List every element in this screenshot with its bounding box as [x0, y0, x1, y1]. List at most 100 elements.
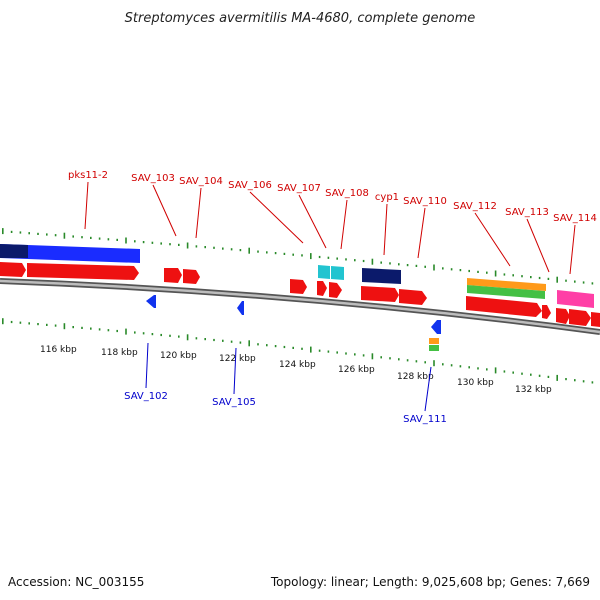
genome-summary-text: Topology: linear; Length: 9,025,608 bp; … — [270, 575, 590, 589]
lower-scale-dot — [538, 374, 541, 377]
scale-tick-label: 132 kbp — [515, 385, 552, 395]
upper-scale-dot — [433, 264, 435, 271]
gene-label-top[interactable]: SAV_103 — [131, 173, 175, 184]
gene-label-top[interactable]: SAV_114 — [553, 213, 597, 224]
upper-scale-dot — [450, 268, 453, 271]
gene-arrow[interactable] — [591, 312, 600, 327]
upper-scale-dot — [222, 247, 224, 250]
gene-sav112-green[interactable] — [467, 285, 545, 299]
gene-sav111-green[interactable] — [429, 345, 439, 351]
lower-scale-dot — [406, 359, 409, 362]
gene-arrow-sav105[interactable] — [237, 301, 244, 315]
lower-scale-dot — [574, 379, 576, 382]
gene-arrow[interactable] — [569, 309, 591, 326]
upper-scale-dot — [54, 234, 57, 237]
gene-label-top[interactable]: SAV_110 — [403, 196, 447, 207]
gene-arrow-sav111[interactable] — [431, 320, 441, 334]
gene-sav114-pink[interactable] — [557, 290, 594, 308]
gene-label-top[interactable]: SAV_113 — [505, 207, 549, 218]
gene-sav108-cyan[interactable] — [331, 266, 344, 280]
lower-scale-dot — [28, 322, 30, 325]
gene-sav107-cyan[interactable] — [318, 265, 330, 279]
upper-scale-dot — [521, 275, 523, 278]
gene-arrow-cyp1[interactable] — [361, 286, 399, 302]
upper-scale-dot — [292, 253, 294, 256]
reverse-strand-genes — [146, 295, 441, 351]
accession-text: Accession: NC_003155 — [8, 575, 144, 589]
gene-sav112-orange[interactable] — [467, 278, 546, 291]
upper-scale-dot — [107, 238, 110, 241]
leader-line — [383, 203, 388, 256]
upper-scale-dot — [98, 237, 101, 240]
leader-line — [84, 181, 89, 230]
gene-label-top[interactable]: SAV_112 — [453, 201, 497, 212]
leader-line — [340, 199, 348, 250]
gene-pks11-2-block[interactable] — [0, 244, 140, 263]
leader-line — [249, 191, 304, 244]
gene-arrow[interactable] — [0, 262, 26, 277]
upper-scale-dot — [72, 235, 74, 238]
gene-arrow[interactable] — [27, 263, 139, 280]
upper-scale-dot — [494, 270, 497, 277]
upper-scale-dot — [310, 253, 312, 260]
gene-label-top[interactable]: SAV_108 — [325, 188, 369, 199]
gene-label-top[interactable]: pks11-2 — [68, 170, 108, 181]
upper-scale-dot — [389, 262, 391, 265]
gene-label-top[interactable]: cyp1 — [375, 192, 399, 203]
upper-scale-dot — [2, 228, 4, 235]
scale-tick-label: 130 kbp — [457, 378, 494, 388]
upper-scale-dot — [582, 281, 585, 284]
lower-scale-dot — [521, 372, 523, 375]
scale-tick-label: 116 kbp — [40, 345, 77, 355]
upper-scale-dot — [398, 263, 400, 266]
lower-scale-dot — [116, 329, 118, 333]
leader-line — [417, 207, 426, 259]
scale-tick-label: 124 kbp — [279, 360, 316, 370]
forward-strand-genes — [0, 244, 600, 327]
gene-arrow-sav102[interactable] — [146, 295, 156, 308]
gene-arrow-sav108[interactable] — [329, 282, 342, 298]
gene-arrow-sav106[interactable] — [290, 279, 307, 294]
gene-pks11-2-segment[interactable] — [0, 244, 28, 258]
gene-arrow-sav107[interactable] — [317, 281, 327, 296]
lower-scale-dot — [442, 363, 444, 366]
upper-scale-dot — [142, 241, 145, 244]
gene-arrow-sav103[interactable] — [164, 268, 182, 283]
upper-scale-dot — [354, 259, 356, 262]
gene-cyp1-block[interactable] — [362, 268, 401, 284]
lower-scale-dot — [556, 374, 558, 381]
upper-scale-dot — [274, 252, 277, 255]
gene-arrow-sav104[interactable] — [183, 269, 200, 284]
gene-arrow-sav110[interactable] — [399, 289, 427, 305]
scale-tick-labels: 116 kbp 118 kbp 120 kbp 122 kbp 124 kbp 126 k… — [40, 345, 552, 395]
gene-label-top[interactable]: SAV_104 — [179, 176, 223, 187]
lower-scale-dot — [477, 367, 479, 370]
upper-scale-dot — [204, 246, 206, 249]
upper-scale-dot — [336, 257, 338, 260]
upper-scale-dot — [380, 261, 382, 264]
lower-scale-dot — [512, 371, 514, 374]
gene-arrow-sav113[interactable] — [542, 305, 551, 319]
leader-line — [195, 187, 202, 239]
gene-label-bottom[interactable]: SAV_105 — [212, 397, 256, 408]
upper-scale-dot — [327, 256, 330, 259]
gene-label-top[interactable]: SAV_107 — [277, 183, 321, 194]
gene-sav111-orange[interactable] — [429, 338, 439, 344]
lower-scale-dot — [257, 343, 259, 346]
upper-scale-dot — [556, 276, 558, 283]
upper-scale-dot — [406, 264, 409, 267]
lower-scale-dot — [354, 353, 356, 356]
gene-arrow-sav112[interactable] — [466, 296, 542, 317]
lower-scale-dot — [72, 326, 74, 329]
upper-scale-dot — [486, 271, 488, 274]
gene-label-top[interactable]: SAV_106 — [228, 180, 272, 191]
gene-label-bottom[interactable]: SAV_111 — [403, 414, 447, 425]
gene-arrow-sav114[interactable] — [556, 308, 570, 324]
upper-scale-dot — [530, 276, 532, 279]
gene-label-bottom[interactable]: SAV_102 — [124, 391, 168, 402]
upper-scale-dot — [178, 243, 180, 246]
lower-scale-dot — [362, 354, 365, 357]
upper-scale-dot — [266, 251, 268, 254]
upper-scale-dot — [37, 232, 39, 235]
